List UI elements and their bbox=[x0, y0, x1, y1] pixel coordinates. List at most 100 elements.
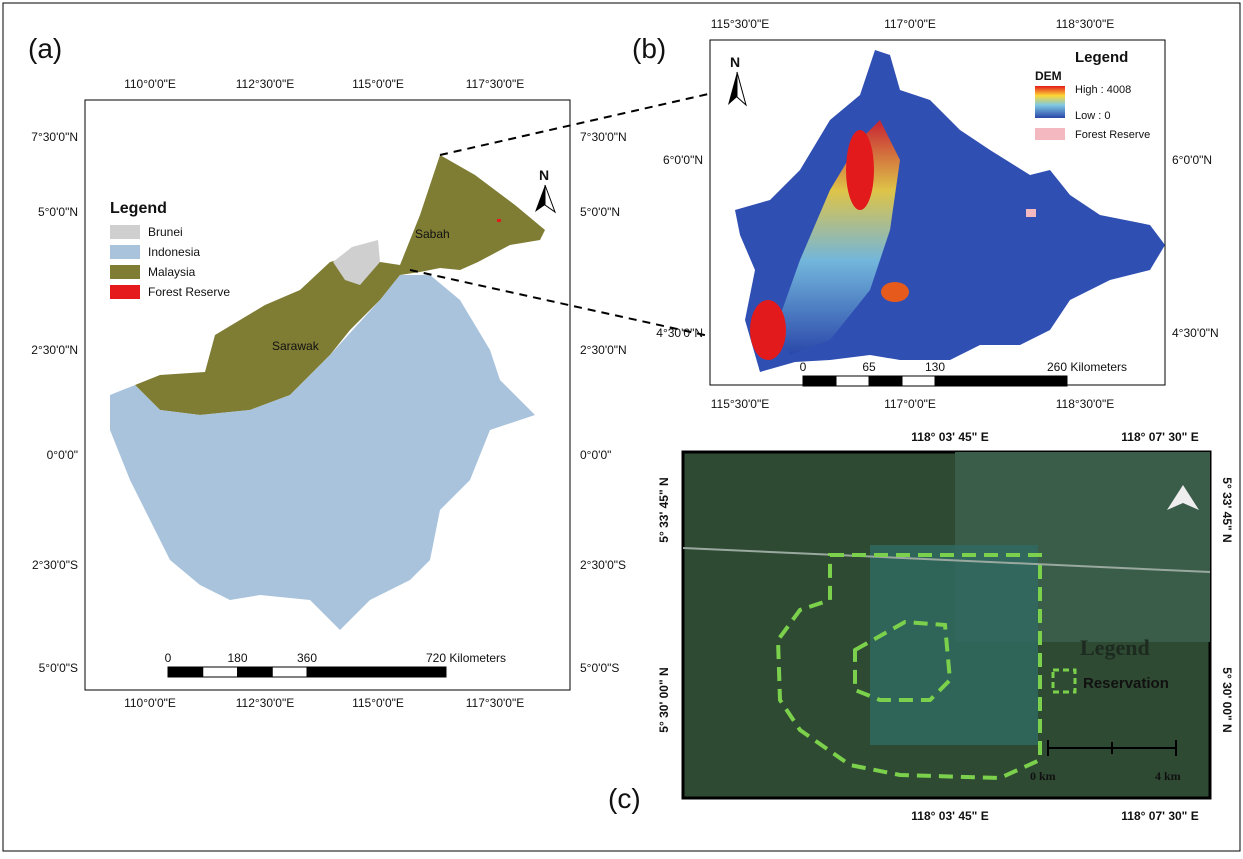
scale-label: 4 km bbox=[1155, 769, 1181, 783]
lon-tick-label: 118° 03' 45" E bbox=[911, 430, 988, 444]
legend-item: Low : 0 bbox=[1075, 110, 1110, 122]
lon-tick-label: 117°30'0"E bbox=[466, 77, 525, 91]
lon-tick-label: 115°0'0"E bbox=[352, 77, 404, 91]
scale-segment bbox=[271, 666, 308, 678]
scale-segment bbox=[341, 666, 377, 678]
malaysia bbox=[135, 155, 545, 415]
scale-segment bbox=[1033, 375, 1068, 387]
legend-title: Legend bbox=[110, 200, 167, 217]
legend-item: Reservation bbox=[1083, 675, 1169, 692]
lon-tick-label: 112°30'0"E bbox=[236, 696, 295, 710]
scale-segment bbox=[167, 666, 204, 678]
lat-tick-label: 2°30'0"N bbox=[580, 343, 627, 357]
scale-segment bbox=[901, 375, 936, 387]
lat-tick-label: 6°0'0"N bbox=[663, 153, 703, 167]
lon-tick-label: 117°0'0"E bbox=[884, 17, 936, 31]
legend-subtitle: DEM bbox=[1035, 69, 1062, 83]
reservation-boundary bbox=[853, 619, 953, 702]
legend-item: Indonesia bbox=[148, 245, 200, 259]
brunei bbox=[333, 240, 380, 285]
scale-bar: 0 180 360 720 Kilometers bbox=[165, 651, 506, 678]
legend-swatch bbox=[110, 285, 140, 299]
lat-tick-label: 0°0'0" bbox=[580, 448, 611, 462]
legend: Brunei Indonesia Malaysia Forest Reserve bbox=[110, 225, 230, 299]
indonesia bbox=[110, 275, 535, 630]
legend-item: High : 4008 bbox=[1075, 84, 1131, 96]
lon-tick-label: 118°30'0"E bbox=[1056, 17, 1115, 31]
lon-tick-label: 118°30'0"E bbox=[1056, 397, 1115, 411]
lat-tick-label: 5° 30' 00" N bbox=[657, 667, 671, 732]
lon-tick-label: 115°30'0"E bbox=[711, 17, 770, 31]
legend-title: Legend bbox=[1080, 635, 1150, 660]
scale-segment bbox=[835, 375, 870, 387]
lon-tick-label: 118° 03' 45" E bbox=[911, 809, 988, 823]
scale-label: 0 bbox=[165, 651, 172, 665]
scale-label: 0 bbox=[800, 360, 807, 374]
lat-tick-label: 7°30'0"N bbox=[31, 130, 78, 144]
dem-peak bbox=[750, 300, 786, 360]
legend-item: Forest Reserve bbox=[1075, 129, 1150, 141]
scale-segment bbox=[306, 666, 343, 678]
scale-label: 0 km bbox=[1030, 769, 1056, 783]
scale-segment bbox=[376, 666, 412, 678]
panel-c: (c) Legend Reservation 0 km 4 km bbox=[608, 450, 1212, 814]
north-label: N bbox=[730, 54, 740, 70]
forest-reserve bbox=[1026, 209, 1036, 217]
lon-tick-label: 115°0'0"E bbox=[352, 696, 404, 710]
lat-tick-label: 7°30'0"N bbox=[580, 130, 627, 144]
scale-segment bbox=[802, 375, 837, 387]
lat-tick-label: 2°30'0"S bbox=[580, 558, 626, 572]
lon-tick-label: 118° 07' 30" E bbox=[1121, 430, 1198, 444]
lat-tick-label: 4°30'0"N bbox=[656, 326, 703, 340]
lon-tick-label: 112°30'0"E bbox=[236, 77, 295, 91]
scale-segment bbox=[237, 666, 273, 678]
panel-label: (b) bbox=[632, 33, 666, 64]
lat-tick-label: 5°0'0"N bbox=[38, 205, 78, 219]
north-arrow bbox=[544, 184, 557, 214]
scale-label: 360 bbox=[297, 651, 317, 665]
legend-item: Forest Reserve bbox=[148, 285, 230, 299]
satellite-tile bbox=[870, 545, 1038, 745]
scale-label: 720 Kilometers bbox=[426, 651, 506, 665]
lon-tick-label: 110°0'0"E bbox=[124, 696, 176, 710]
scale-segment bbox=[410, 666, 447, 678]
legend-swatch bbox=[110, 245, 140, 259]
north-arrow bbox=[728, 72, 737, 105]
lon-tick-label: 118° 07' 30" E bbox=[1121, 809, 1198, 823]
legend-swatch bbox=[110, 265, 140, 279]
scale-bar: 0 65 130 260 Kilometers bbox=[800, 360, 1127, 387]
lat-tick-label: 5°0'0"N bbox=[580, 205, 620, 219]
lat-tick-label: 2°30'0"N bbox=[31, 343, 78, 357]
scale-label: 130 bbox=[925, 360, 945, 374]
legend-title: Legend bbox=[1075, 49, 1128, 66]
scale-segment bbox=[202, 666, 238, 678]
dem-peak bbox=[846, 130, 874, 210]
lon-tick-label: 117°0'0"E bbox=[884, 397, 936, 411]
scale-label: 180 bbox=[227, 651, 247, 665]
place-label: Sabah bbox=[415, 227, 450, 241]
road bbox=[682, 547, 1211, 573]
lat-tick-label: 5° 30' 00" N bbox=[1220, 667, 1234, 732]
lat-tick-label: 5°0'0"S bbox=[580, 661, 619, 675]
north-arrow bbox=[736, 71, 747, 107]
north-arrow bbox=[535, 185, 545, 212]
place-label: Sarawak bbox=[272, 339, 320, 353]
lat-tick-label: 5°0'0"S bbox=[39, 661, 78, 675]
legend-swatch bbox=[1051, 668, 1077, 694]
lat-tick-label: 6°0'0"N bbox=[1172, 153, 1212, 167]
forest-reserve bbox=[497, 219, 501, 222]
zoom-line bbox=[439, 54, 881, 156]
dem-peak bbox=[881, 282, 909, 302]
panel-label: (a) bbox=[28, 33, 62, 64]
legend-swatch bbox=[1035, 128, 1065, 140]
legend-ramp bbox=[1035, 86, 1065, 118]
legend-item: Malaysia bbox=[148, 265, 196, 279]
lon-tick-label: 115°30'0"E bbox=[711, 397, 770, 411]
lat-tick-label: 2°30'0"S bbox=[32, 558, 78, 572]
scale-label: 260 Kilometers bbox=[1047, 360, 1127, 374]
lat-tick-label: 0°0'0" bbox=[47, 448, 78, 462]
scale-segment bbox=[1000, 375, 1035, 387]
